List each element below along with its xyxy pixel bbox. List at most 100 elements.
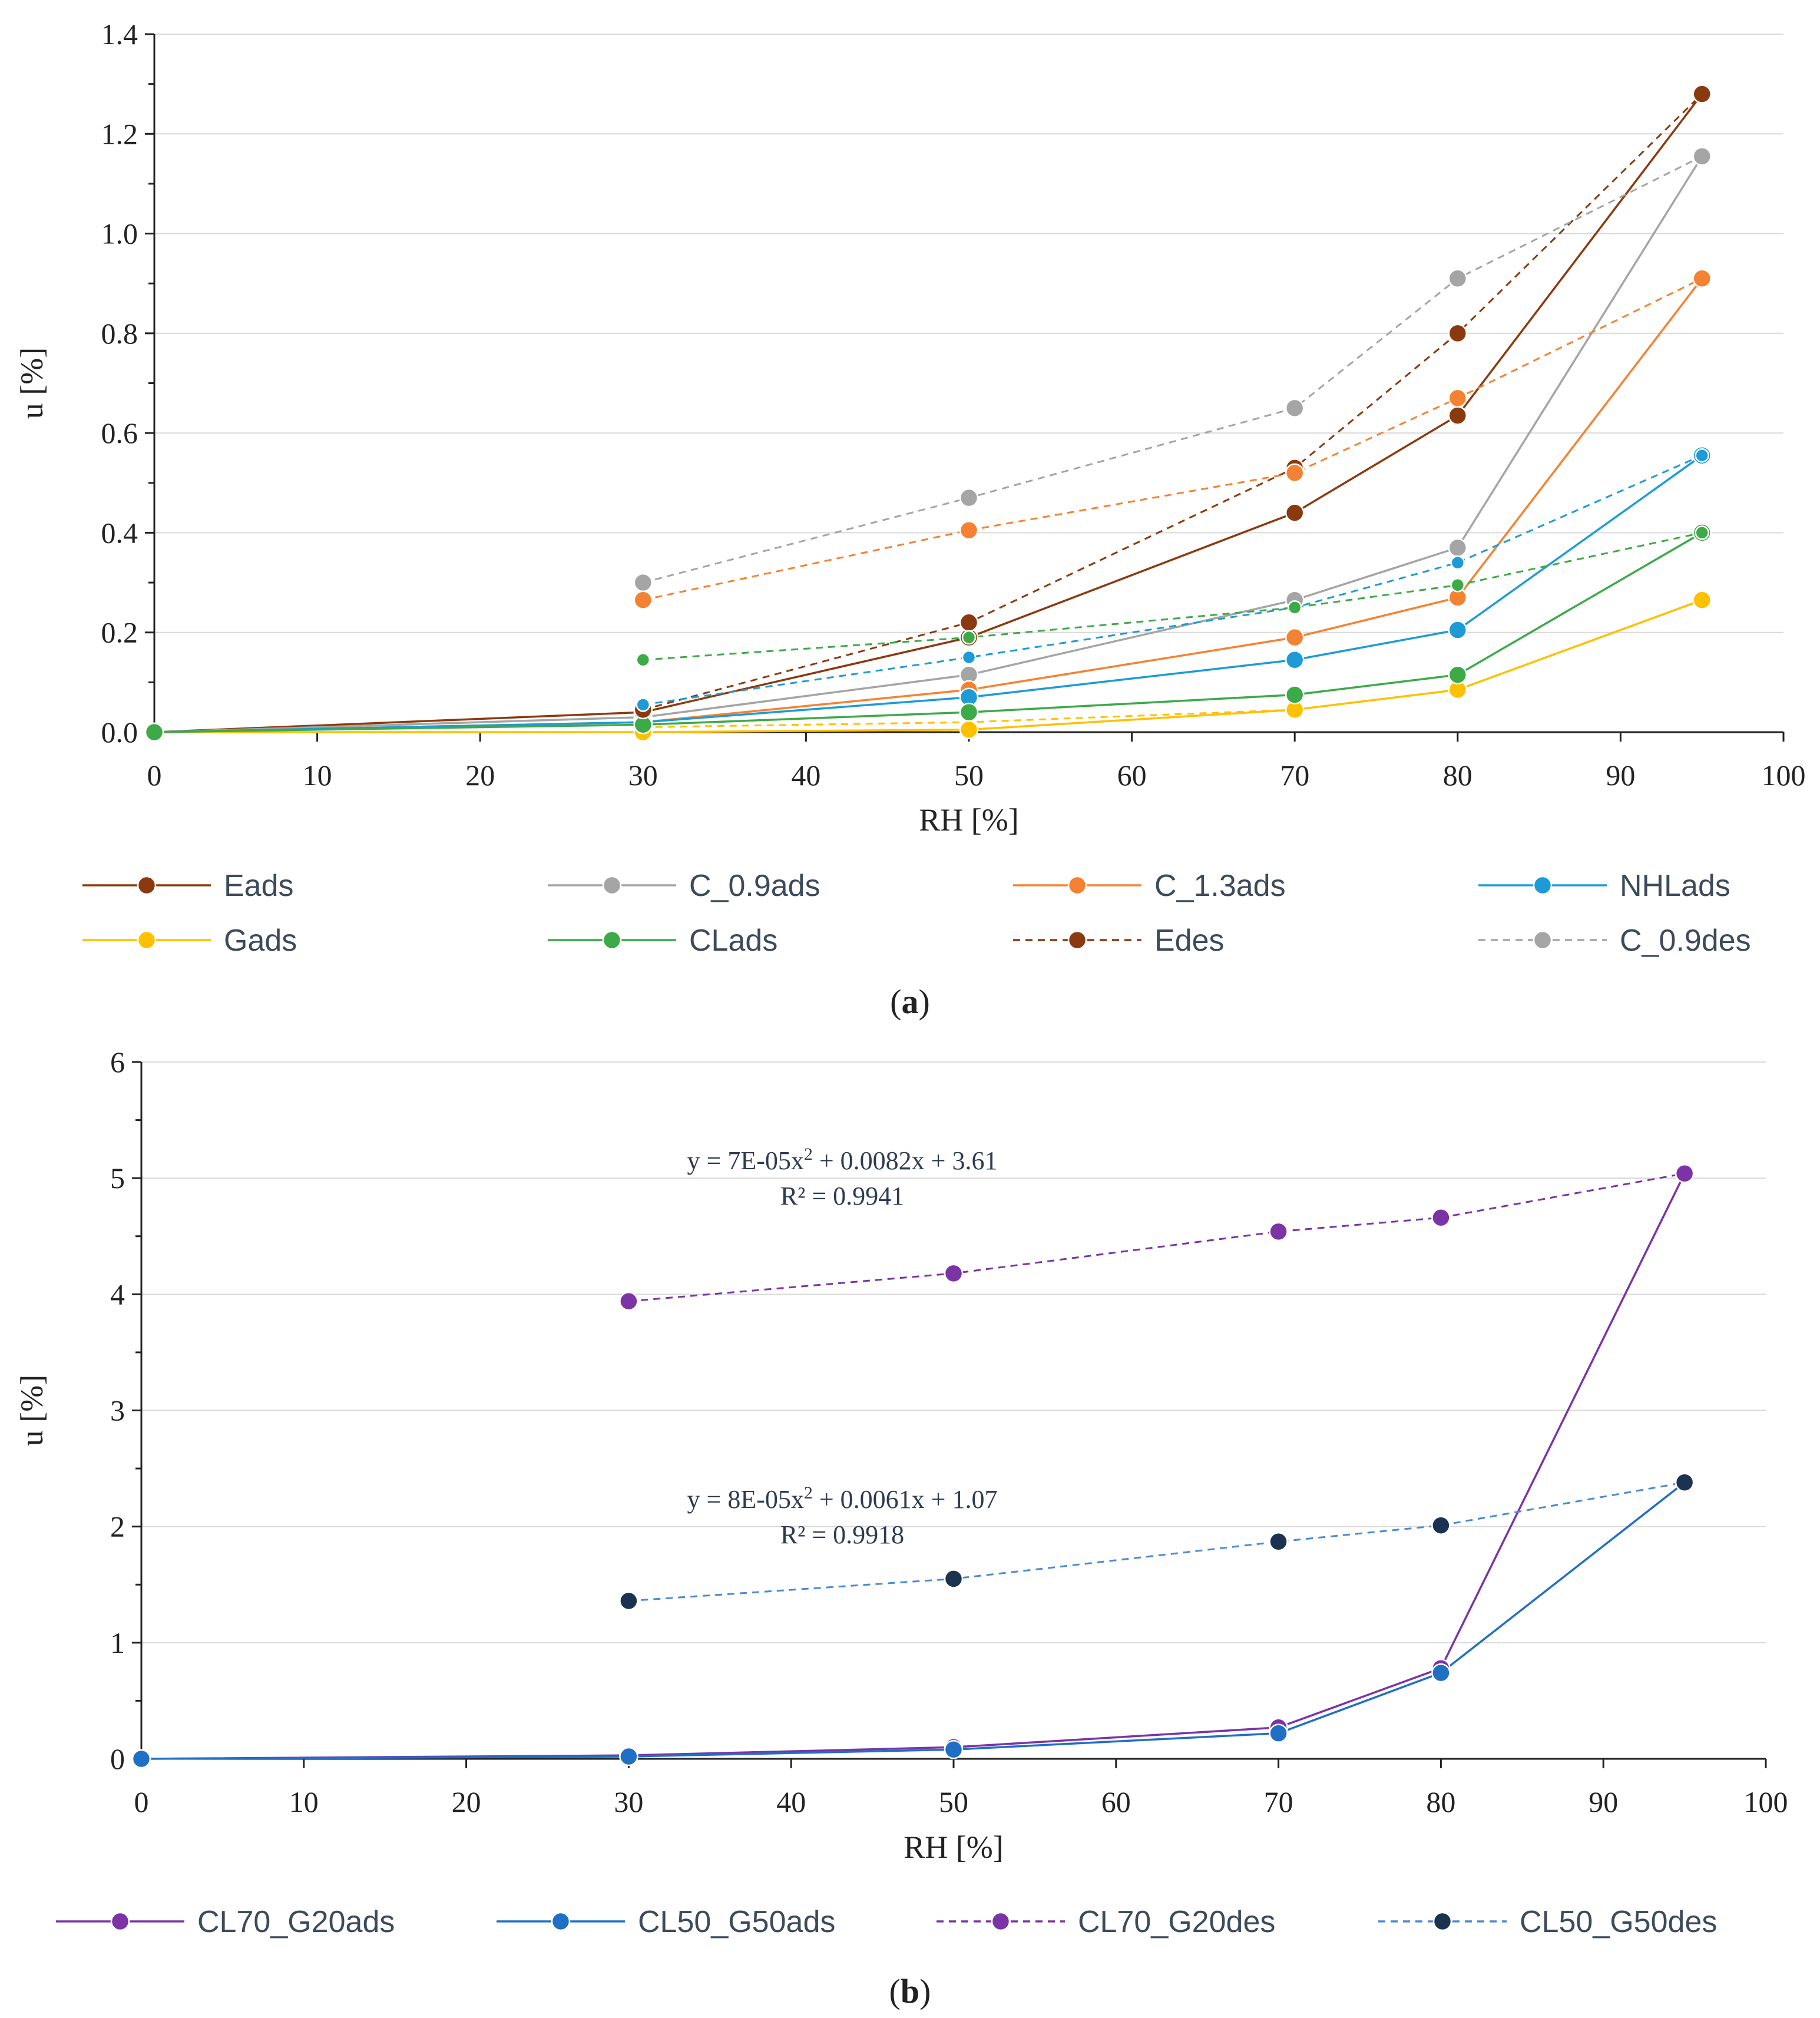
series-line-cl50-g50ads [141,1481,1686,1760]
point-nhldes [636,697,651,712]
y-axis-label-a: u [%] [14,348,49,419]
legend-item-c-1-3ads: C_1.3ads [1013,869,1286,903]
point-nhldes [961,650,977,665]
point-cl50-g50ads [619,1746,638,1766]
point-edes [1448,323,1468,343]
legend-label: C_0.9des [1620,924,1751,958]
point-cl50-g50des [619,1591,638,1611]
trendline-equation: y = 8E-05x2 + 0.0061x + 1.07 R² = 0.9918 [687,1483,998,1549]
point-gads [959,720,979,740]
y-tick-label-a: 0.4 [101,516,138,549]
point-cl50-g50des [1269,1532,1288,1551]
point-cl50-g50ads [1431,1663,1451,1683]
series-line-clads [154,531,1703,733]
legend-label: NHLads [1620,869,1730,903]
legend-marker [1533,930,1553,950]
trendline-equation-text: y = 7E-05x2 + 0.0082x + 3.61 [687,1144,998,1175]
y-tick-label-a: 0.2 [101,616,138,649]
series-line-gdes [643,599,1703,729]
trendline-equation: y = 7E-05x2 + 0.0082x + 3.61 R² = 0.9941 [687,1144,998,1210]
point-eads [1448,406,1468,425]
point-c-1-3des [959,520,979,540]
x-tick-label-a: 60 [1117,759,1147,792]
legend-marker [602,875,622,895]
x-tick-label-a: 0 [147,759,162,792]
series-line-eads [154,93,1703,733]
point-cl70-g20des [944,1263,964,1283]
point-c-0-9des [959,488,979,508]
y-tick-label-a: 1.4 [101,18,138,51]
legend-label: CL70_G20ads [197,1905,395,1939]
point-cldes [961,630,977,645]
point-c-0-9des [1448,269,1468,288]
point-gads [1692,590,1712,610]
point-cl70-g20des [1675,1164,1695,1183]
legend-marker [551,1911,571,1931]
y-tick-label-b: 3 [110,1394,125,1427]
trendline-r2-text: R² = 0.9918 [780,1520,904,1549]
point-edes [1692,84,1712,104]
point-clads [1285,685,1305,704]
point-cldes [1695,525,1709,540]
point-c-0-9des [1285,398,1305,418]
legend-a: Eads C_0.9ads C_1.3ads NHLads Gads CLads Edes C… [82,869,1751,958]
series-line-c-1-3des [643,277,1703,601]
legend-label: Gads [224,924,297,958]
legend-marker [1067,875,1087,895]
x-tick-label-a: 30 [628,759,658,792]
legend-item-c-0-9ads: C_0.9ads [548,869,820,903]
panel-label-b: (b) [889,1972,931,2010]
point-nhlads [1448,620,1468,640]
legend-marker [110,1911,130,1931]
point-clads [1448,665,1468,684]
legend-item-eads: Eads [82,869,294,903]
x-tick-label-b: 100 [1744,1785,1788,1818]
point-cl50-g50ads [1269,1723,1288,1743]
point-cl70-g20des [619,1291,638,1311]
legend-item-clads: CLads [548,924,777,958]
point-eads [1285,503,1305,522]
y-tick-label-a: 0.0 [101,716,138,749]
point-cl70-g20des [1431,1208,1451,1228]
legend-marker [1533,875,1553,895]
point-c-1-3des [633,590,653,610]
point-cl50-g50ads [131,1749,151,1769]
legend-item-edes: Edes [1013,924,1225,958]
point-c-1-3ads [1285,627,1305,647]
point-c-1-3des [1448,388,1468,408]
point-c-1-3des [1285,463,1305,483]
legend-label: CLads [689,924,777,958]
legend-item-cl50-g50des: CL50_G50des [1378,1905,1717,1939]
series-line-edes [643,93,1703,711]
x-tick-label-b: 30 [614,1785,643,1818]
y-tick-label-a: 1.0 [101,217,138,250]
legend-marker [602,930,622,950]
legend-label: CL50_G50ads [638,1905,835,1939]
panel-label-a: (a) [890,982,930,1021]
series-line-cl50-g50des [628,1481,1685,1602]
y-tick-label-b: 2 [110,1510,125,1543]
point-c-0-9des [633,573,653,593]
point-nhldes [1450,555,1465,570]
point-c-1-3des [1692,269,1712,288]
point-clads [144,722,164,742]
legend-label: C_1.3ads [1154,869,1286,903]
y-tick-label-a: 0.8 [101,317,138,350]
point-nhlads [1285,650,1305,670]
legend-marker [137,875,157,895]
legend-marker [1432,1911,1452,1931]
point-cldes [1287,600,1302,615]
x-axis-label-b: RH [%] [904,1830,1003,1865]
x-axis-label-a: RH [%] [919,802,1018,838]
x-tick-label-a: 70 [1280,759,1309,792]
point-clads [959,702,979,722]
y-tick-label-b: 5 [110,1162,125,1195]
series-line-cl70-g20ads [141,1173,1686,1760]
point-cl50-g50des [944,1569,964,1589]
x-tick-label-b: 80 [1426,1785,1455,1818]
point-cl50-g50des [1431,1516,1451,1535]
legend-label: CL50_G50des [1520,1905,1717,1939]
legend-item-cl50-g50ads: CL50_G50ads [497,1905,835,1939]
